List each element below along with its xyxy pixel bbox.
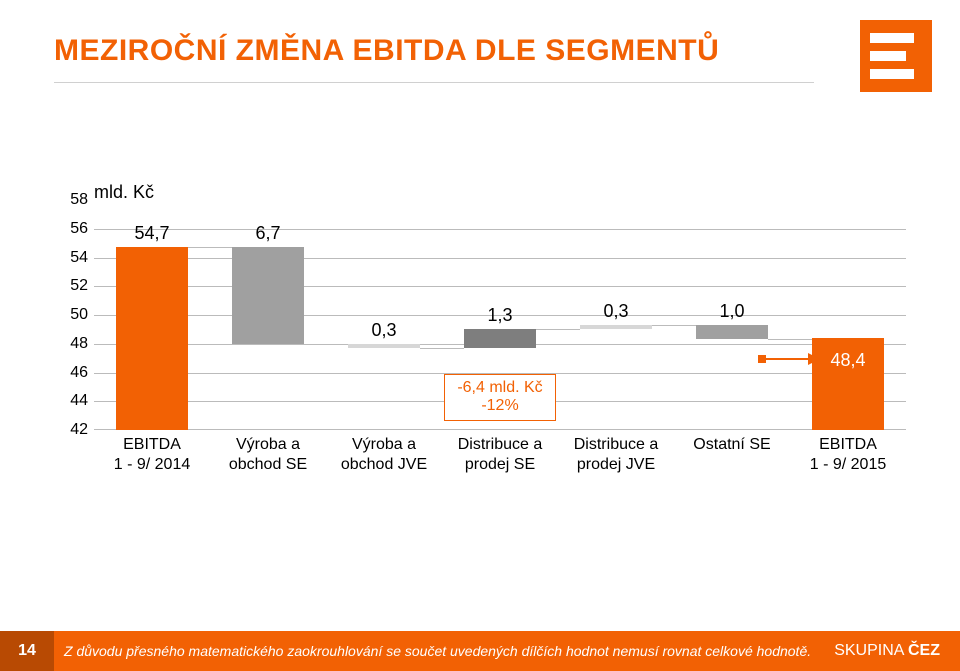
y-tick: 50 <box>60 306 88 324</box>
y-tick: 42 <box>60 421 88 439</box>
x-category: EBITDA1 - 9/ 2014 <box>98 429 206 475</box>
chart-column: 0,3Výroba aobchod JVE <box>348 200 420 429</box>
connector <box>652 325 696 326</box>
value-label: 1,3 <box>487 305 512 326</box>
x-category: Ostatní SE <box>678 429 786 455</box>
y-tick: 48 <box>60 335 88 353</box>
y-tick: 46 <box>60 364 88 382</box>
arrow-head-icon <box>808 353 820 365</box>
brand-prefix: SKUPINA <box>834 642 908 659</box>
page-number: 14 <box>0 631 54 671</box>
chart-column: 48,4EBITDA1 - 9/ 2015 <box>812 200 884 429</box>
connector <box>420 348 464 349</box>
value-label: 0,3 <box>603 301 628 322</box>
connector <box>304 344 348 345</box>
footer-bar: 14 Z důvodu přesného matematického zaokr… <box>0 631 960 671</box>
chart-column: 1,0Ostatní SE <box>696 200 768 429</box>
footer-brand: SKUPINA ČEZ <box>834 642 960 660</box>
delta-bar <box>696 325 768 339</box>
value-label: 54,7 <box>134 223 169 244</box>
y-tick: 56 <box>60 220 88 238</box>
connector <box>536 329 580 330</box>
connector <box>768 339 812 340</box>
y-tick: 54 <box>60 249 88 267</box>
total-bar <box>116 247 188 430</box>
arrow-tail <box>758 355 766 363</box>
title-rule <box>54 82 814 83</box>
footer-note: Z důvodu přesného matematického zaokrouh… <box>54 643 834 659</box>
brand-name: ČEZ <box>908 642 940 659</box>
value-label: 48,4 <box>830 350 865 371</box>
chart-column: 6,7Výroba aobchod SE <box>232 200 304 429</box>
y-tick: 52 <box>60 277 88 295</box>
brand-logo-icon <box>860 20 932 92</box>
chart-column: 54,7EBITDA1 - 9/ 2014 <box>116 200 188 429</box>
bridge-summary-box: -6,4 mld. Kč-12% <box>444 374 556 421</box>
chart-column: 0,3Distribuce aprodej JVE <box>580 200 652 429</box>
x-category: Distribuce aprodej SE <box>446 429 554 475</box>
x-category: Výroba aobchod JVE <box>330 429 438 475</box>
x-category: Výroba aobchod SE <box>214 429 322 475</box>
y-tick: 44 <box>60 392 88 410</box>
arrow-line <box>762 358 810 360</box>
slide-title: MEZIROČNÍ ZMĚNA EBITDA DLE SEGMENTŮ <box>54 34 719 68</box>
slide: MEZIROČNÍ ZMĚNA EBITDA DLE SEGMENTŮ mld.… <box>0 0 960 671</box>
value-label: 1,0 <box>719 301 744 322</box>
value-label: 6,7 <box>255 223 280 244</box>
delta-bar <box>464 329 536 348</box>
y-tick: 58 <box>60 191 88 209</box>
plot-area: 54,7EBITDA1 - 9/ 2014 6,7Výroba aobchod S… <box>94 200 906 430</box>
delta-bar <box>580 325 652 329</box>
ebitda-waterfall-chart: mld. Kč 54,7EBITDA1 - 9/ 20146,7Výroba a… <box>54 170 906 470</box>
x-category: Distribuce aprodej JVE <box>562 429 670 475</box>
value-label: 0,3 <box>371 320 396 341</box>
delta-bar <box>232 247 304 343</box>
x-category: EBITDA1 - 9/ 2015 <box>794 429 902 475</box>
connector <box>188 247 232 248</box>
delta-bar <box>348 344 420 348</box>
